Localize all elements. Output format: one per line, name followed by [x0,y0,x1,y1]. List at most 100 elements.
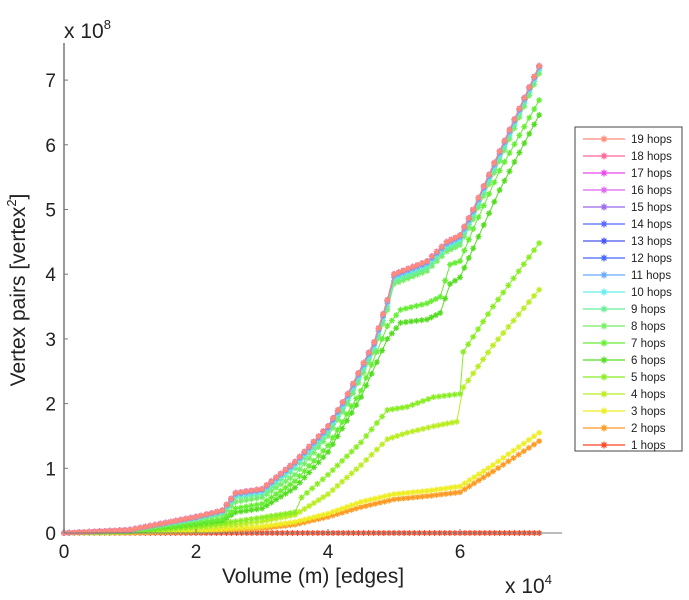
data-point [461,223,468,230]
y-tick-label: 0 [45,524,56,545]
data-point [465,215,472,222]
data-point [277,487,284,494]
data-point [405,494,412,501]
data-point [273,491,280,498]
data-point [526,130,533,137]
data-point [400,277,407,284]
data-point [485,349,492,356]
data-point [470,212,477,219]
data-point [187,528,194,535]
data-point [301,455,308,462]
data-point [501,158,508,165]
data-point [395,490,402,497]
legend-marker-icon [600,220,608,228]
data-point [306,443,313,450]
data-point [320,514,327,521]
legend-label: 7 hops [631,338,666,350]
data-point [446,392,453,399]
data-point [167,518,174,525]
data-point [475,214,482,221]
data-point [516,149,523,156]
data-point [495,465,502,472]
legend-marker-icon [600,373,608,381]
data-point [536,97,543,104]
data-point [277,511,284,518]
data-point [480,318,487,325]
x-ticks: 0 2 4 6 [59,529,465,563]
data-point [424,493,430,500]
data-point [414,427,421,434]
data-point [405,272,412,279]
legend-item: 18 hops [583,151,672,163]
data-point [353,505,360,512]
data-point [287,475,294,482]
legend-item: 11 hops [583,270,671,282]
data-point [248,487,255,494]
data-point [419,493,426,500]
data-point [379,441,386,448]
data-point [480,222,487,229]
legend-item: 15 hops [583,202,672,214]
data-point [116,527,123,534]
data-point [298,494,305,501]
data-point [433,248,440,255]
data-point [375,325,382,332]
x-axis-label: Volume (m) [edges] [222,565,404,588]
data-point [381,493,388,500]
data-point [424,267,430,274]
data-point [198,527,205,534]
data-point [301,448,308,455]
data-point [237,520,244,527]
data-point [355,379,362,386]
data-point [397,319,404,326]
data-point [379,335,386,342]
data-point [438,491,445,498]
data-point [457,258,463,265]
data-point [475,477,482,484]
data-point [343,411,350,418]
data-point [363,432,370,439]
data-point [408,318,415,325]
data-point [531,292,538,299]
data-point [348,506,355,513]
data-point [404,429,411,436]
data-point [329,512,336,519]
data-point [531,121,538,128]
y-tick-label: 3 [45,330,56,351]
data-point [399,431,406,438]
data-point [516,105,523,112]
data-point [228,503,235,510]
legend-marker-icon [600,169,608,177]
data-point [187,514,194,521]
data-point [287,519,294,526]
data-point [273,474,280,481]
data-point [358,439,364,446]
data-point [253,515,260,522]
data-point [531,433,538,440]
data-point [505,323,512,330]
legend-marker-icon [600,407,608,415]
y-ticks: 0 1 2 3 4 5 6 7 [45,71,68,545]
data-point [228,495,235,502]
data-point [480,183,487,190]
data-point [490,468,496,475]
data-point [391,271,397,278]
data-point [424,300,430,307]
data-point [301,460,308,467]
legend-label: 18 hops [631,151,672,163]
data-point [362,497,369,504]
data-point [287,510,294,517]
data-point [526,92,533,99]
legend-box [574,126,683,452]
data-point [203,518,210,525]
data-point [420,398,427,405]
data-point [273,512,280,519]
data-point [521,123,528,130]
data-point [465,341,472,348]
data-point [452,244,459,251]
data-point [384,306,391,313]
data-point [367,496,374,503]
data-point [380,317,386,324]
data-point [142,523,149,530]
data-point [282,490,289,497]
